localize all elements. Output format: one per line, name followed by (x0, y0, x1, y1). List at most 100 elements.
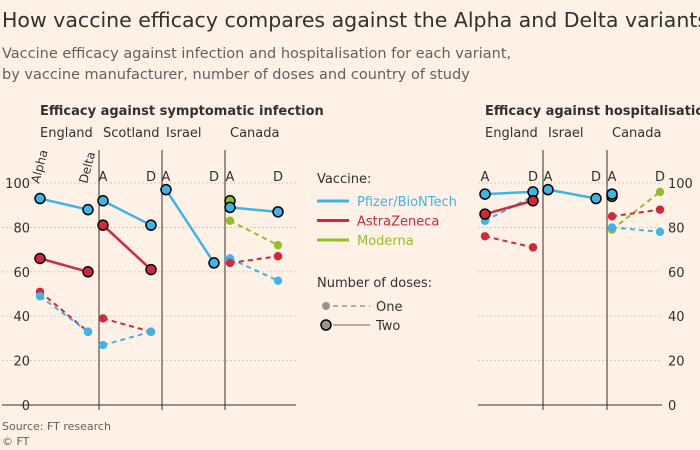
series-infection-england-pfizer-dose-one-line (39, 295, 89, 333)
legend-doses-title: Number of doses: (317, 276, 432, 291)
series-infection-scotland-astrazeneca-dose-two-line (102, 224, 152, 271)
x-label-infection-england-0: Alpha (28, 148, 50, 185)
legend-dose-one-marker (322, 302, 330, 310)
legend-dose-two-marker (320, 319, 332, 331)
series-infection-scotland-pfizer-dose-one-point-alpha (98, 340, 108, 350)
legend-dose-one-label: One (376, 300, 402, 315)
series-hospital-england-astrazeneca-dose-one-point-delta (528, 243, 538, 252)
series-infection-canada-moderna-dose-one-point-delta (273, 240, 283, 250)
y-tick-label-infection-20: 20 (13, 355, 30, 370)
y-tick-label-infection-60: 60 (13, 266, 30, 281)
country-label-infection-canada: Canada (230, 126, 279, 141)
series-infection-canada-pfizer-dose-two-point-delta (272, 206, 284, 218)
series-infection-scotland-pfizer-dose-two-point-delta (145, 219, 157, 231)
series-infection-canada-moderna-dose-one-point-alpha (225, 216, 235, 225)
series-infection-israel-pfizer-dose-two-line (164, 188, 216, 264)
series-hospital-canada-astrazeneca-dose-one-line (611, 208, 661, 218)
legend-dose-two-label: Two (375, 319, 400, 334)
series-infection-canada-pfizer-dose-two-point-alpha (224, 201, 236, 214)
series-infection-canada-pfizer-dose-two-line (229, 206, 279, 214)
legend-label-moderna: Moderna (357, 234, 414, 249)
x-label-infection-canada-0: A (226, 170, 235, 185)
legend-vaccine-title: Vaccine: (317, 172, 371, 187)
series-infection-england-pfizer-dose-two-point-alpha (34, 192, 46, 205)
y-tick-label-hospital-60: 60 (668, 266, 685, 281)
series-hospital-england-astrazeneca-dose-one-line (484, 235, 534, 249)
series-hospital-canada-pfizer-dose-one-point-alpha (607, 223, 617, 232)
series-hospital-canada-astrazeneca-dose-one-point-delta (655, 205, 665, 214)
series-infection-israel-pfizer-dose-two-point-delta (208, 257, 220, 269)
x-label-hospital-israel-0: A (544, 170, 553, 185)
y-tick-label-infection-100: 100 (5, 177, 30, 192)
series-infection-scotland-astrazeneca-dose-two-point-alpha (97, 219, 109, 231)
series-infection-canada-moderna-dose-one-line (229, 219, 279, 247)
country-label-infection-england: England (40, 126, 93, 141)
x-label-infection-scotland-0: A (99, 170, 108, 185)
series-hospital-canada-astrazeneca-dose-one-point-alpha (607, 212, 617, 221)
series-hospital-israel-pfizer-dose-two-point-alpha (542, 183, 554, 196)
series-hospital-england-astrazeneca-dose-two-line (484, 199, 534, 216)
country-label-hospital-israel: Israel (548, 126, 584, 141)
series-infection-scotland-pfizer-dose-two-point-alpha (97, 195, 109, 207)
series-hospital-england-astrazeneca-dose-two-point-alpha (479, 208, 491, 220)
series-infection-scotland-astrazeneca-dose-one-point-alpha (98, 314, 108, 323)
series-hospital-canada-pfizer-dose-one-point-delta (655, 227, 665, 237)
legend-label-pfizer: Pfizer/BioNTech (357, 195, 457, 210)
series-hospital-canada-moderna-dose-one-line (611, 191, 661, 231)
series-infection-england-pfizer-dose-one-point-delta (83, 327, 93, 336)
x-label-infection-israel-1: D (209, 170, 219, 185)
series-hospital-england-astrazeneca-dose-two-point-delta (527, 195, 539, 207)
chart-title-hospital: Efficacy against hospitalisation (485, 104, 700, 119)
y-tick-label-hospital-100: 100 (668, 177, 693, 192)
y-tick-label-hospital-20: 20 (668, 355, 685, 370)
x-label-hospital-israel-1: D (591, 170, 601, 185)
series-infection-scotland-astrazeneca-dose-one-line (102, 317, 152, 333)
series-infection-england-pfizer-dose-one-point-alpha (35, 292, 45, 301)
series-infection-scotland-astrazeneca-dose-two-point-delta (145, 263, 157, 276)
country-label-hospital-canada: Canada (612, 126, 661, 141)
subtitle-line-1: Vaccine efficacy against infection and h… (2, 46, 512, 62)
series-infection-canada-astrazeneca-dose-one-line (229, 255, 279, 264)
y-tick-label-infection-40: 40 (13, 310, 30, 325)
country-label-infection-scotland: Scotland (103, 126, 160, 141)
series-infection-england-astrazeneca-dose-two-line (39, 257, 89, 274)
series-hospital-israel-pfizer-dose-two-point-delta (590, 192, 602, 205)
series-hospital-england-astrazeneca-dose-one-point-alpha (480, 232, 490, 241)
y-tick-label-infection-0: 0 (22, 399, 30, 414)
series-infection-scotland-pfizer-dose-one-point-delta (146, 327, 156, 336)
series-infection-canada-astrazeneca-dose-one-point-delta (273, 252, 283, 261)
series-hospital-england-pfizer-dose-two-line (484, 190, 534, 196)
series-hospital-israel-pfizer-dose-two-line (547, 188, 597, 200)
page-title: How vaccine efficacy compares against th… (2, 8, 700, 32)
x-label-hospital-england-1: D (528, 170, 538, 185)
series-infection-scotland-pfizer-dose-two-line (102, 199, 152, 227)
series-infection-england-astrazeneca-dose-two-point-delta (82, 266, 94, 278)
y-tick-label-hospital-80: 80 (668, 221, 685, 236)
subtitle-line-2: by vaccine manufacturer, number of doses… (2, 67, 470, 83)
series-hospital-england-pfizer-dose-two-point-alpha (479, 188, 491, 200)
copyright-note: © FT (2, 435, 30, 448)
series-infection-england-pfizer-dose-two-point-delta (82, 203, 94, 216)
series-infection-england-astrazeneca-dose-one-line (39, 291, 89, 333)
source-note: Source: FT research (2, 420, 111, 433)
x-label-infection-israel-0: A (162, 170, 171, 185)
y-tick-label-infection-80: 80 (13, 221, 30, 236)
series-infection-england-astrazeneca-dose-two-point-alpha (34, 252, 46, 265)
x-label-hospital-canada-0: A (608, 170, 617, 185)
x-label-infection-scotland-1: D (146, 170, 156, 185)
series-hospital-canada-moderna-dose-one-point-delta (655, 187, 665, 197)
series-infection-israel-pfizer-dose-two-point-alpha (160, 183, 172, 196)
series-infection-england-pfizer-dose-two-line (39, 197, 89, 211)
x-label-infection-canada-1: D (273, 170, 283, 185)
series-hospital-canada-pfizer-dose-one-line (611, 226, 661, 233)
legend-label-astrazeneca: AstraZeneca (357, 215, 439, 230)
series-infection-canada-pfizer-dose-one-point-delta (273, 276, 283, 285)
y-tick-label-hospital-40: 40 (668, 310, 685, 325)
series-hospital-canada-pfizer-dose-two-point-alpha (606, 188, 618, 200)
x-label-infection-england-1: Delta (76, 150, 98, 185)
x-label-hospital-canada-1: D (655, 170, 665, 185)
x-label-hospital-england-0: A (481, 170, 490, 185)
country-label-hospital-england: England (485, 126, 538, 141)
y-tick-label-hospital-0: 0 (668, 399, 676, 414)
